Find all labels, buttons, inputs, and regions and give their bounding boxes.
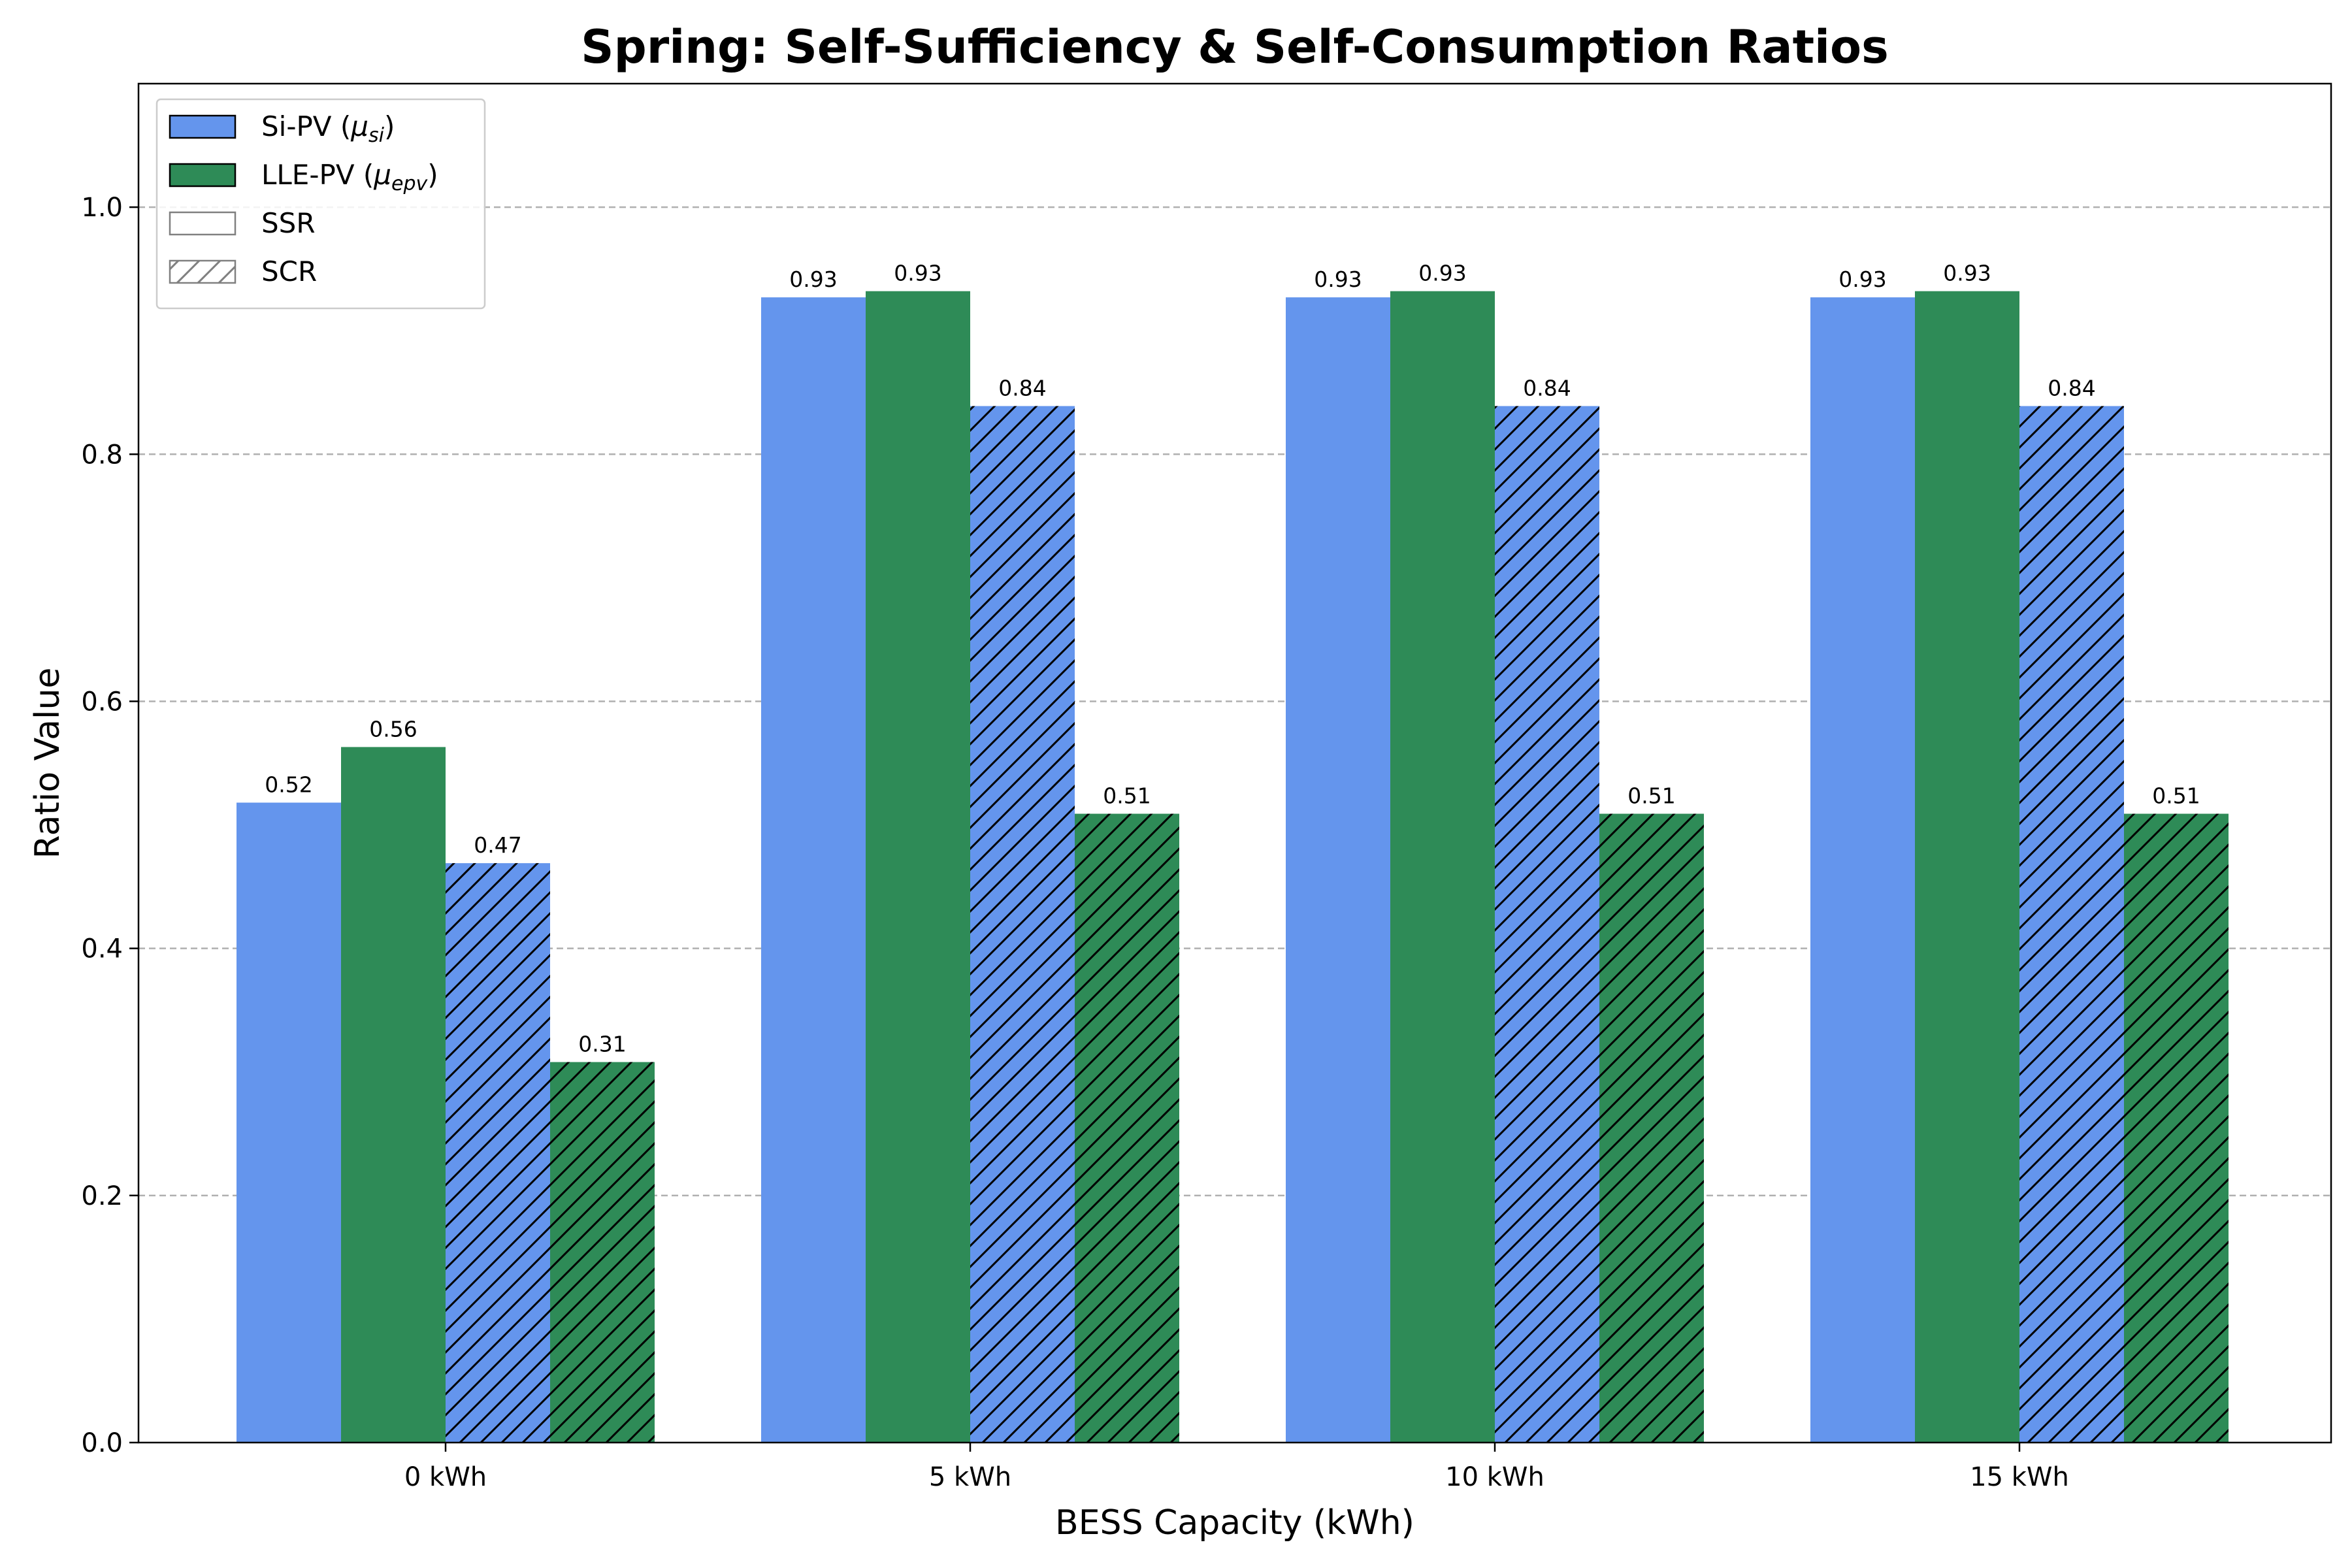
axis-ticks: 0.0 0.2 0.4 0.6 0.8 1.0 0 kWh 5 kWh 10 kWh 15 kWh [81,193,2068,1492]
data-label: 0.51 [1103,783,1151,809]
y-tick-label: 0.4 [81,934,123,964]
data-label: 0.31 [578,1032,626,1057]
y-tick-label: 0.8 [81,440,123,470]
data-label: 0.84 [2048,376,2095,401]
x-tick-label: 10 kWh [1445,1462,1544,1492]
y-tick-label: 0.0 [81,1428,123,1458]
bar-hatch [2019,406,2124,1443]
bar [1810,297,1915,1443]
data-label: 0.93 [1418,261,1466,286]
data-label: 0.56 [369,716,417,742]
y-axis-label: Ratio Value [28,668,67,859]
data-label: 0.84 [998,376,1046,401]
bar-hatch [1599,813,1704,1443]
legend-swatch [169,211,237,236]
x-tick-label: 15 kWh [1970,1462,2069,1492]
x-axis-label: BESS Capacity (kWh) [1055,1503,1414,1543]
bar [1915,291,2019,1443]
legend-label: LLE-PV (μepv) [261,159,438,195]
x-tick-label: 0 kWh [404,1462,487,1492]
bar-hatch [1075,813,1179,1443]
legend-frame [155,98,486,310]
bar-hatch [1495,406,1599,1443]
data-label: 0.84 [1523,376,1571,401]
y-tick-label: 0.2 [81,1181,123,1211]
plot-frame [137,82,2332,1444]
bar [341,747,446,1443]
bar [866,291,970,1443]
bar [1286,297,1390,1443]
bar [1390,291,1495,1443]
data-labels: 0.52 0.93 0.93 0.93 0.56 0.93 0.93 0.93 0.47 0.84… [265,261,2200,1057]
data-label: 0.52 [265,772,312,798]
data-label: 0.93 [789,267,837,292]
legend-label: Si-PV (μsi) [261,110,395,147]
bar-hatch [2124,813,2229,1443]
legend-swatch [169,114,237,139]
legend-label: SCR [261,255,317,287]
y-tick-label: 0.6 [81,687,123,717]
data-label: 0.93 [1838,267,1886,292]
legend-swatch [169,163,237,188]
legend-label: SSR [261,207,316,239]
chart-title: Spring: Self-Sufficiency & Self-Consumpt… [581,20,1889,74]
data-label: 0.51 [1627,783,1675,809]
y-tick-label: 1.0 [81,193,123,223]
bar-hatch [446,863,550,1443]
data-label: 0.93 [894,261,941,286]
data-label: 0.93 [1943,261,1991,286]
x-tick-label: 5 kWh [929,1462,1011,1492]
bar-hatch [970,406,1075,1443]
bar-hatch [550,1062,655,1443]
bars [237,291,2229,1443]
bar [761,297,866,1443]
bar [237,802,341,1443]
data-label: 0.51 [2152,783,2200,809]
data-label: 0.93 [1314,267,1362,292]
data-label: 0.47 [474,832,521,858]
legend: Si-PV (μsi) LLE-PV (μepv) SSR SCR [155,98,486,310]
legend-swatch-hatch [170,261,235,283]
